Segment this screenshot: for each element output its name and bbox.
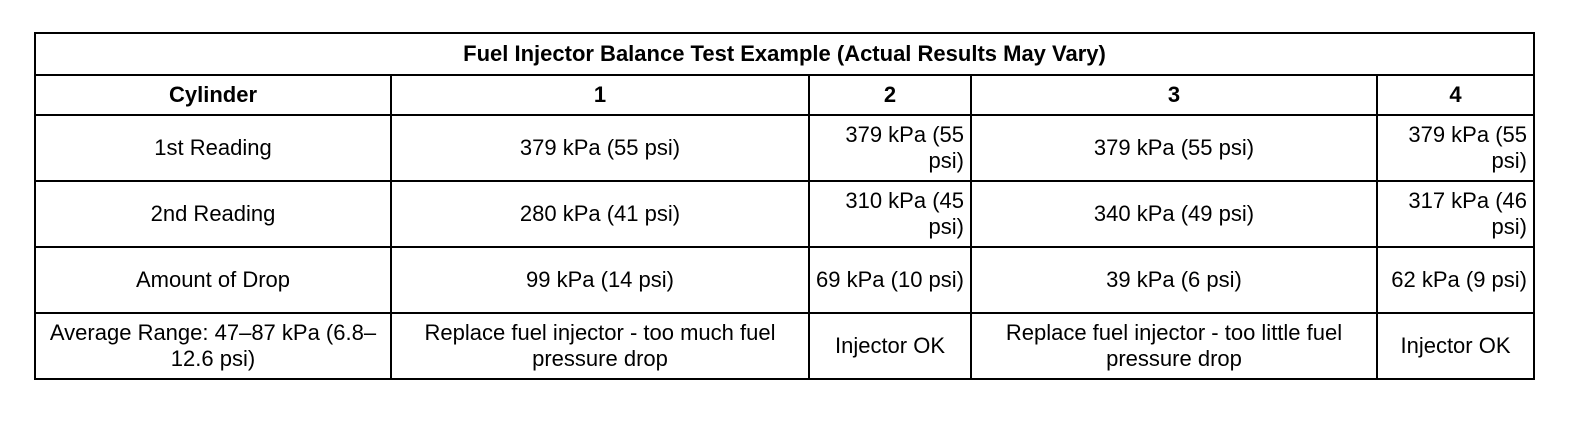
header-cylinder: Cylinder [34, 74, 392, 116]
row-label: 1st Reading [34, 114, 392, 182]
table-cell: 379 kPa (55 psi) [970, 114, 1378, 182]
header-cylinder-4: 4 [1376, 74, 1535, 116]
table-title: Fuel Injector Balance Test Example (Actu… [34, 32, 1535, 76]
row-label: Average Range: 47–87 kPa (6.8–12.6 psi) [34, 312, 392, 380]
header-cylinder-3: 3 [970, 74, 1378, 116]
table-row-first-reading: 1st Reading 379 kPa (55 psi) 379 kPa (55… [34, 114, 1535, 182]
table-cell: 379 kPa (55 psi) [1376, 114, 1535, 182]
header-cylinder-1: 1 [390, 74, 810, 116]
table-cell: Injector OK [1376, 312, 1535, 380]
table-cell: 280 kPa (41 psi) [390, 180, 810, 248]
row-label: Amount of Drop [34, 246, 392, 314]
table-row-average-range: Average Range: 47–87 kPa (6.8–12.6 psi) … [34, 312, 1535, 380]
table-row-second-reading: 2nd Reading 280 kPa (41 psi) 310 kPa (45… [34, 180, 1535, 248]
table-row-amount-of-drop: Amount of Drop 99 kPa (14 psi) 69 kPa (1… [34, 246, 1535, 314]
table-cell: 379 kPa (55 psi) [390, 114, 810, 182]
table-cell: 340 kPa (49 psi) [970, 180, 1378, 248]
table-cell: 317 kPa (46 psi) [1376, 180, 1535, 248]
row-label: 2nd Reading [34, 180, 392, 248]
table-cell: Injector OK [808, 312, 972, 380]
balance-test-table: Fuel Injector Balance Test Example (Actu… [34, 32, 1535, 380]
table-cell: Replace fuel injector - too little fuel … [970, 312, 1378, 380]
table-cell: 99 kPa (14 psi) [390, 246, 810, 314]
table-cell: Replace fuel injector - too much fuel pr… [390, 312, 810, 380]
table-cell: 62 kPa (9 psi) [1376, 246, 1535, 314]
balance-test-table-container: Fuel Injector Balance Test Example (Actu… [34, 32, 1535, 380]
table-cell: 69 kPa (10 psi) [808, 246, 972, 314]
header-row: Cylinder 1 2 3 4 [34, 74, 1535, 116]
table-cell: 310 kPa (45 psi) [808, 180, 972, 248]
table-cell: 39 kPa (6 psi) [970, 246, 1378, 314]
header-cylinder-2: 2 [808, 74, 972, 116]
table-cell: 379 kPa (55 psi) [808, 114, 972, 182]
